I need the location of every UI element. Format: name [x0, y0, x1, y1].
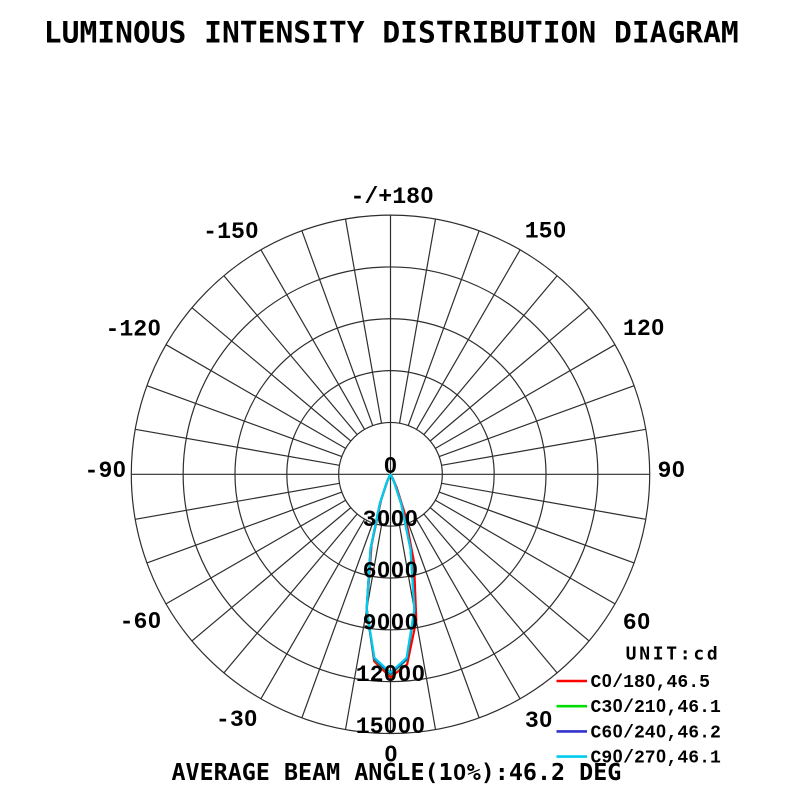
svg-text:C60/240,46.2: C60/240,46.2 — [591, 721, 721, 743]
svg-text:9000: 9000 — [363, 608, 418, 636]
svg-text:150: 150 — [525, 217, 566, 245]
svg-text:-/+180: -/+180 — [350, 182, 433, 210]
svg-text:C30/210,46.1: C30/210,46.1 — [591, 696, 721, 718]
svg-text:C90/270,46.1: C90/270,46.1 — [591, 747, 721, 769]
svg-text:30: 30 — [525, 706, 552, 734]
svg-text:C0/180,46.5: C0/180,46.5 — [591, 671, 710, 693]
svg-text:60: 60 — [623, 608, 650, 636]
svg-text:-30: -30 — [216, 705, 257, 733]
svg-text:15000: 15000 — [356, 712, 425, 740]
svg-text:90: 90 — [657, 456, 684, 484]
svg-text:-120: -120 — [105, 315, 160, 343]
svg-text:12000: 12000 — [356, 660, 425, 688]
svg-text:0: 0 — [384, 452, 397, 478]
svg-text:6000: 6000 — [363, 557, 418, 585]
svg-text:-60: -60 — [120, 607, 161, 635]
svg-text:-90: -90 — [85, 456, 126, 484]
svg-text:120: 120 — [623, 314, 664, 342]
svg-text:-150: -150 — [203, 217, 258, 245]
svg-text:0: 0 — [385, 741, 398, 767]
svg-text:3000: 3000 — [363, 505, 418, 533]
